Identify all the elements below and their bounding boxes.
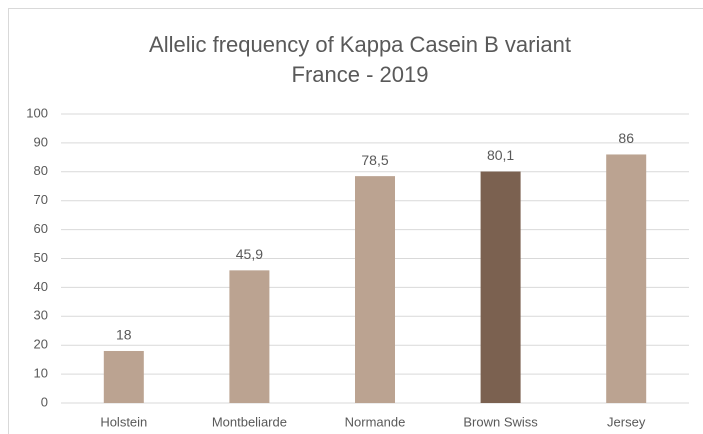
x-tick-label: Brown Swiss [463, 414, 538, 429]
y-tick-label: 90 [34, 134, 48, 149]
chart-title: Allelic frequency of Kappa Casein B vari… [149, 32, 571, 57]
x-tick-label: Holstein [100, 414, 147, 429]
y-tick-label: 70 [34, 192, 48, 207]
y-tick-label: 100 [26, 105, 48, 120]
bar [103, 350, 144, 403]
value-label: 78,5 [361, 152, 388, 168]
chart-subtitle: France - 2019 [292, 62, 429, 87]
x-tick-label: Normande [345, 414, 406, 429]
chart-border [8, 8, 703, 434]
y-tick-label: 80 [34, 163, 48, 178]
y-tick-label: 20 [34, 337, 48, 352]
value-label: 18 [116, 327, 132, 343]
value-label: 45,9 [236, 246, 263, 262]
y-tick-label: 60 [34, 221, 48, 236]
y-tick-label: 30 [34, 308, 48, 323]
x-tick-label: Montbeliarde [212, 414, 287, 429]
bar [606, 154, 647, 403]
y-tick-label: 10 [34, 366, 48, 381]
y-tick-label: 0 [41, 394, 48, 409]
value-label: 86 [618, 130, 634, 146]
bar [480, 171, 521, 403]
y-tick-label: 40 [34, 279, 48, 294]
x-tick-label: Jersey [607, 414, 646, 429]
value-label: 80,1 [487, 147, 514, 163]
bar [355, 176, 395, 403]
y-tick-label: 50 [34, 250, 48, 265]
bar [229, 270, 270, 403]
